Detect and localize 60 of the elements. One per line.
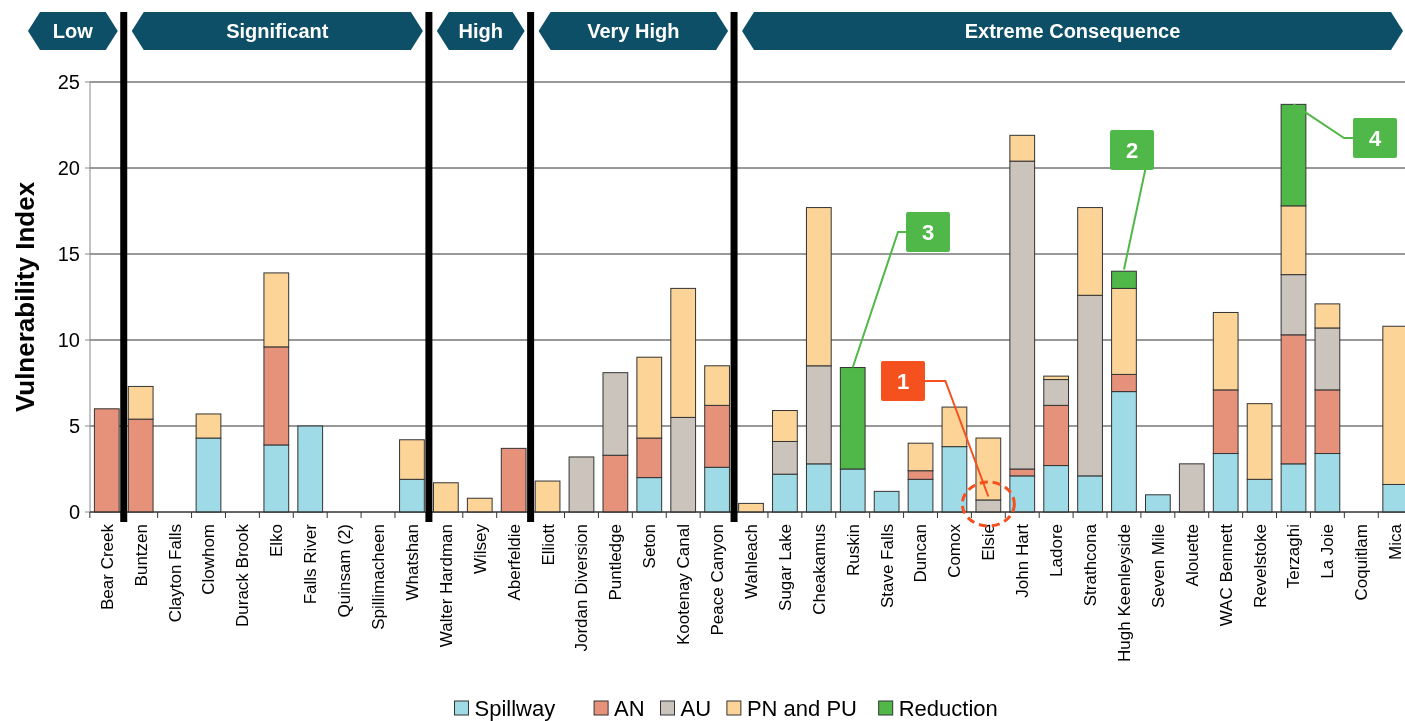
x-tick-label: Puntledge (606, 524, 626, 601)
x-tick-label: Ladore (1047, 524, 1067, 577)
x-tick-label: Bear Creek (97, 523, 117, 610)
text: High (458, 20, 503, 42)
text: Low (52, 20, 94, 42)
x-tick-label: Clowhom (199, 524, 219, 595)
x-tick-label: Whatshan (402, 524, 422, 601)
x-tick-label: La Joie (1318, 524, 1338, 579)
x-tick-label: John Hart (1013, 523, 1033, 598)
text: Very High (587, 20, 680, 42)
x-tick-label: Elko (267, 524, 287, 558)
x-tick-label: Spillimacheen (368, 524, 388, 630)
x-tick-label: Wahleach (741, 524, 761, 599)
x-tick-label: Cheakamus (809, 524, 829, 615)
x-tick-label: Duncan (911, 524, 931, 583)
x-tick-label: Stave Falls (877, 524, 897, 609)
y-tick-label: 20 (57, 157, 80, 179)
x-tick-label: Wilsey (470, 523, 490, 575)
annotation: 3 (921, 219, 935, 245)
x-tick-label: Buntzen (131, 524, 151, 587)
x-tick-label: Quinsam (2) (335, 524, 355, 618)
x-tick-label: Durack Brook (233, 523, 253, 627)
x-tick-label: Peace Canyon (708, 524, 728, 636)
x-tick-label: Seven Mile (1148, 524, 1168, 609)
x-tick-label: Walter Hardman (436, 524, 456, 648)
y-axis-title: Vulnerability Index (10, 181, 40, 413)
x-tick-label: WAC Bennett (1216, 523, 1236, 627)
x-tick-label: Comox (945, 523, 965, 578)
x-tick-label: Elliott (538, 523, 558, 566)
x-tick-label: Coquitlam (1352, 524, 1372, 601)
annotation: 1 (896, 368, 910, 394)
legend-label: AU (680, 695, 712, 721)
legend-label: Spillway (474, 695, 556, 721)
x-tick-label: Sugar Lake (775, 524, 795, 611)
x-tick-label: Elsie (979, 524, 999, 561)
y-tick-label: 25 (57, 71, 80, 93)
x-tick-label: Hugh Keenleyside (1114, 524, 1134, 662)
y-tick-label: 15 (57, 243, 80, 265)
annotation: 2 (1125, 137, 1139, 163)
x-tick-label: Jordan Diversion (572, 524, 592, 652)
x-tick-label: Strathcona (1081, 523, 1101, 607)
text: Extreme Consequence (964, 20, 1181, 42)
x-tick-label: Terzaghi (1284, 524, 1304, 589)
x-tick-label: Falls River (301, 523, 321, 605)
x-tick-label: Clayton Falls (165, 524, 185, 623)
legend-label: AN (614, 695, 645, 721)
legend-label: Reduction (898, 695, 998, 721)
x-tick-label: Mica (1386, 523, 1405, 560)
legend-label: PN and PU (746, 695, 857, 721)
text: Significant (226, 20, 329, 42)
x-tick-label: Kootenay Canal (674, 524, 694, 645)
y-tick-label: 5 (68, 415, 80, 437)
x-tick-label: Revelstoke (1250, 524, 1270, 609)
x-tick-label: Ruskin (843, 524, 863, 576)
y-tick-label: 0 (68, 501, 80, 523)
y-tick-label: 10 (57, 329, 80, 351)
x-tick-label: Alouette (1182, 524, 1202, 587)
x-tick-label: Seton (640, 524, 660, 569)
x-tick-label: Aberfeldie (504, 524, 524, 601)
annotation: 4 (1368, 125, 1382, 151)
